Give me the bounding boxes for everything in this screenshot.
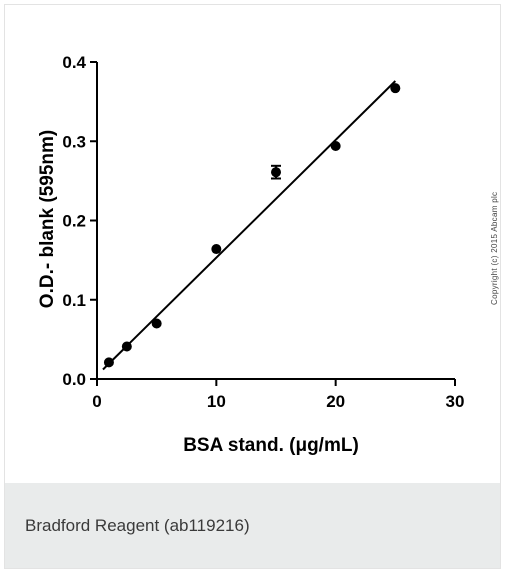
y-tick-label: 0.4 bbox=[62, 53, 86, 72]
x-tick-label: 30 bbox=[446, 392, 465, 411]
y-tick-label: 0.3 bbox=[62, 132, 86, 151]
chart-area: 0.0 0.1 0.2 0.3 0.4 0 10 20 30 BSA stand. (μg/mL… bbox=[5, 5, 500, 483]
x-axis-label: BSA stand. (μg/mL) bbox=[183, 435, 359, 456]
standard-curve-chart: 0.0 0.1 0.2 0.3 0.4 0 10 20 30 BSA stand. (μg/mL… bbox=[37, 53, 465, 456]
data-point bbox=[211, 244, 222, 255]
y-tick-label: 0.0 bbox=[62, 370, 86, 389]
data-point bbox=[390, 83, 401, 94]
y-tick-label: 0.1 bbox=[62, 291, 86, 310]
x-tick-label: 20 bbox=[326, 392, 345, 411]
data-point bbox=[103, 357, 114, 368]
data-point bbox=[151, 318, 162, 329]
data-point bbox=[121, 341, 132, 352]
copyright-notice: Copyright (c) 2015 Abcam plc bbox=[490, 191, 499, 305]
data-point bbox=[330, 141, 341, 152]
x-tick-label: 0 bbox=[92, 392, 101, 411]
figure-card: 0.0 0.1 0.2 0.3 0.4 0 10 20 30 BSA stand. (μg/mL… bbox=[4, 4, 501, 569]
data-point bbox=[271, 167, 281, 178]
figure-caption: Bradford Reagent (ab119216) bbox=[25, 516, 250, 535]
caption-bar: Bradford Reagent (ab119216) bbox=[5, 483, 500, 568]
y-axis-label: O.D.- blank (595nm) bbox=[37, 130, 58, 308]
x-tick-label: 10 bbox=[207, 392, 226, 411]
fit-line bbox=[102, 80, 397, 371]
y-tick-label: 0.2 bbox=[62, 212, 86, 231]
